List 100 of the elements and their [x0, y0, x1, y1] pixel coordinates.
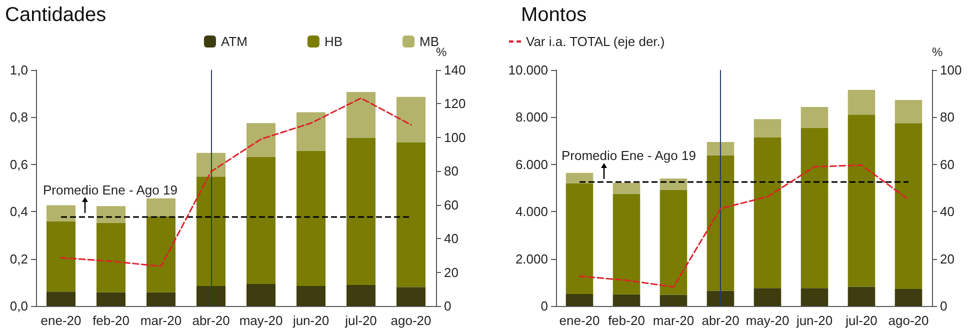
x-tick-label: abr-20	[192, 313, 230, 328]
bar	[96, 292, 126, 306]
bar	[196, 152, 226, 177]
x-tick-label: ago-20	[888, 313, 929, 328]
bar	[706, 155, 734, 291]
y2-tick-label: 60	[940, 156, 954, 172]
y-tick-label: 2.000	[515, 251, 548, 266]
bar	[894, 289, 922, 306]
legend-label: ATM	[220, 34, 248, 49]
y2-tick-label: 40	[444, 231, 458, 246]
bar	[612, 194, 640, 294]
y-tick-label: 6.000	[515, 156, 548, 172]
bar	[146, 198, 176, 217]
bar	[612, 182, 640, 194]
bar	[660, 190, 688, 295]
bar	[894, 123, 922, 290]
y-tick-label: 1,0	[10, 62, 28, 78]
legend-label: MB	[420, 34, 439, 49]
y-tick-label: 0,0	[10, 298, 28, 314]
bar	[296, 112, 326, 151]
y2-axis-title: %	[436, 45, 447, 59]
y2-tick-label: 120	[444, 96, 466, 112]
y-tick-label: 0,6	[10, 156, 28, 172]
chart-title: Montos	[521, 4, 587, 26]
bar	[566, 294, 594, 306]
y2-tick-label: 60	[444, 197, 458, 212]
bar	[848, 90, 876, 115]
ref-line-label: Promedio Ene - Ago 19	[43, 182, 178, 198]
y-tick-label: 0,8	[10, 110, 28, 125]
bar	[396, 142, 426, 288]
bar	[246, 156, 276, 284]
x-tick-label: may-20	[746, 313, 790, 328]
y-tick-label: 4.000	[515, 204, 548, 220]
x-tick-label: abr-20	[702, 313, 740, 328]
y-tick-label: 0,4	[10, 204, 28, 220]
bar	[754, 288, 782, 306]
bar	[800, 288, 828, 306]
legend-label: HB	[324, 34, 343, 49]
bar	[346, 92, 376, 138]
y2-tick-label: 40	[940, 204, 954, 220]
x-tick-label: ago-20	[390, 313, 432, 328]
y2-tick-label: 20	[444, 264, 458, 280]
x-tick-label: mar-20	[140, 313, 182, 328]
bar	[894, 100, 922, 124]
x-tick-label: feb-20	[92, 313, 130, 328]
bar	[296, 150, 326, 286]
y2-tick-label: 140	[444, 62, 466, 78]
y-tick-label: 10.000	[508, 62, 548, 78]
legend-label: Var i.a. TOTAL (eje der.)	[526, 34, 665, 49]
bar	[46, 292, 76, 306]
x-tick-label: may-20	[239, 313, 283, 328]
y2-tick-label: 80	[444, 164, 458, 179]
y2-tick-label: 100	[444, 130, 466, 145]
bar	[246, 284, 276, 306]
x-tick-label: ene-20	[40, 313, 82, 328]
ref-line-label: Promedio Ene - Ago 19	[562, 148, 696, 164]
bar	[96, 206, 126, 223]
bar	[660, 294, 688, 306]
bar	[566, 172, 594, 184]
y2-tick-label: 0	[940, 298, 948, 314]
y2-axis-title: %	[932, 45, 943, 59]
bar	[566, 184, 594, 294]
x-tick-label: ene-20	[559, 313, 600, 328]
x-tick-label: jul-20	[844, 313, 878, 328]
y-tick-label: 0	[540, 298, 548, 314]
bar	[46, 205, 76, 222]
bar	[800, 128, 828, 288]
bar	[196, 286, 226, 306]
bar	[612, 294, 640, 306]
bar	[660, 178, 688, 190]
y2-tick-label: 0	[444, 298, 452, 314]
bar	[396, 96, 426, 142]
y-tick-label: 0,2	[10, 251, 28, 266]
bar	[848, 286, 876, 306]
bar	[196, 176, 226, 286]
x-tick-label: jun-20	[292, 313, 330, 328]
bar	[800, 107, 828, 128]
bar	[848, 114, 876, 287]
bar	[754, 137, 782, 288]
y2-tick-label: 100	[940, 62, 962, 78]
bar	[246, 123, 276, 157]
bar	[396, 287, 426, 306]
bar	[346, 284, 376, 306]
x-tick-label: mar-20	[652, 313, 694, 328]
x-tick-label: feb-20	[608, 313, 645, 328]
bar	[146, 216, 176, 292]
bar	[46, 221, 76, 292]
chart-title: Cantidades	[5, 4, 106, 26]
bar	[754, 119, 782, 138]
line-series	[578, 164, 910, 288]
bar	[706, 142, 734, 156]
bar	[296, 286, 326, 306]
x-tick-label: jun-20	[795, 313, 833, 328]
y2-tick-label: 20	[940, 251, 954, 266]
y2-tick-label: 80	[940, 110, 954, 125]
bar	[146, 292, 176, 306]
y-tick-label: 8.000	[515, 110, 548, 125]
bar	[706, 290, 734, 306]
x-tick-label: jul-20	[344, 313, 377, 328]
bar	[96, 222, 126, 292]
